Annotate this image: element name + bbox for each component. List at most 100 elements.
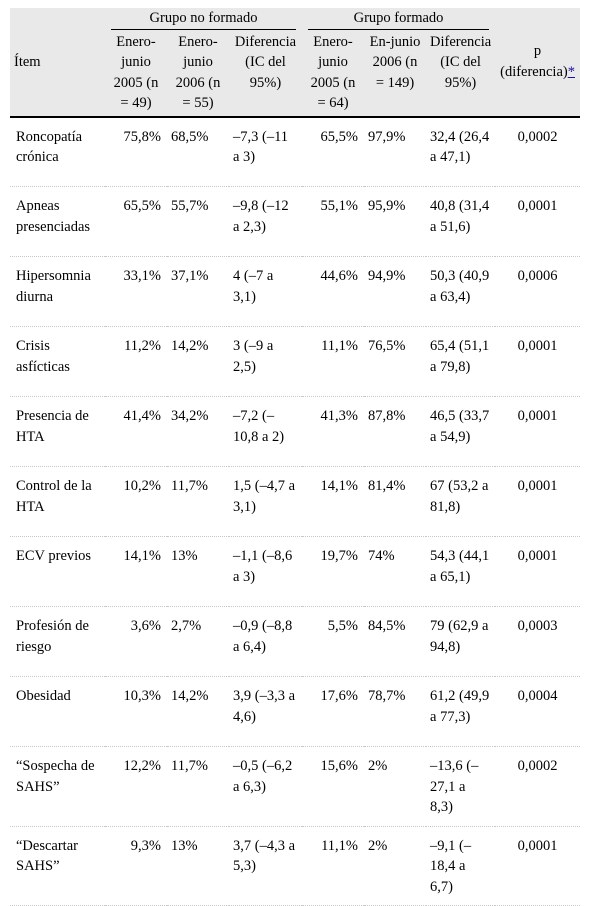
value-cell: 68,5%	[167, 116, 229, 187]
value-cell: 15,6%	[302, 746, 365, 827]
difference-cell: 54,3 (44,1 a 65,1)	[426, 536, 496, 607]
difference-cell: –1,1 (–8,6 a 3)	[229, 536, 303, 607]
value-cell: 87,8%	[364, 396, 427, 467]
value-cell: 34,2%	[167, 396, 229, 467]
value-cell: 55,1%	[302, 186, 365, 257]
p-value-cell: 0,0004	[495, 676, 581, 747]
p-value-cell: 0,0006	[495, 256, 581, 327]
difference-cell: 61,2 (49,9 a 77,3)	[426, 676, 496, 747]
untrained-group-label: Grupo no formado	[111, 8, 297, 30]
table-header: Ítem Grupo no formado Grupo formado p (d…	[10, 8, 581, 118]
value-cell: 14,2%	[167, 326, 229, 397]
table-body: Roncopatía crónica 75,8% 68,5% –7,3 (–11 a …	[10, 116, 581, 906]
value-cell: 2%	[364, 746, 427, 827]
difference-cell: 67 (53,2 a 81,8)	[426, 466, 496, 537]
value-cell: 12,2%	[105, 746, 167, 827]
value-cell: 10,2%	[105, 466, 167, 537]
value-cell: 84,5%	[364, 606, 427, 677]
item-cell: Presencia de HTA	[10, 396, 105, 467]
value-cell: 10,3%	[105, 676, 167, 747]
table-row: Control de la HTA 10,2% 11,7% 1,5 (–4,7 a 3…	[10, 466, 581, 537]
item-cell: Crisis asfícticas	[10, 326, 105, 397]
value-cell: 2%	[364, 826, 427, 906]
value-cell: 75,8%	[105, 116, 167, 187]
difference-cell: 4 (–7 a 3,1)	[229, 256, 303, 327]
value-cell: 76,5%	[364, 326, 427, 397]
difference-cell: 40,8 (31,4 a 51,6)	[426, 186, 496, 257]
table-row: “Descartar SAHS” 9,3% 13% 3,7 (–4,3 a 5,3) 1…	[10, 826, 581, 906]
trained-group-header: Grupo formado	[302, 8, 496, 30]
value-cell: 41,3%	[302, 396, 365, 467]
trained-group-label: Grupo formado	[308, 8, 490, 30]
value-cell: 14,1%	[302, 466, 365, 537]
difference-cell: 1,5 (–4,7 a 3,1)	[229, 466, 303, 537]
value-cell: 55,7%	[167, 186, 229, 257]
item-cell: Hipersomnia diurna	[10, 256, 105, 327]
value-cell: 13%	[167, 826, 229, 906]
item-cell: Control de la HTA	[10, 466, 105, 537]
item-cell: Obesidad	[10, 676, 105, 747]
value-cell: 5,5%	[302, 606, 365, 677]
p-value-cell: 0,0001	[495, 536, 581, 607]
value-cell: 74%	[364, 536, 427, 607]
difference-cell: –9,8 (–12 a 2,3)	[229, 186, 303, 257]
value-cell: 11,7%	[167, 466, 229, 537]
table-row: Apneas presenciadas 65,5% 55,7% –9,8 (–12 a…	[10, 186, 581, 257]
item-cell: “Sospecha de SAHS”	[10, 746, 105, 827]
p-value-column-header: p (diferencia)*	[495, 8, 581, 118]
difference-cell: –13,6 (–27,1 a 8,3)	[426, 746, 496, 827]
data-table: Ítem Grupo no formado Grupo formado p (d…	[10, 8, 581, 906]
value-cell: 11,1%	[302, 326, 365, 397]
untrained-group-header: Grupo no formado	[105, 8, 303, 30]
p-value-cell: 0,0001	[495, 186, 581, 257]
value-cell: 65,5%	[105, 186, 167, 257]
difference-cell: 3,9 (–3,3 a 4,6)	[229, 676, 303, 747]
value-cell: 97,9%	[364, 116, 427, 187]
value-cell: 95,9%	[364, 186, 427, 257]
item-cell: Roncopatía crónica	[10, 116, 105, 187]
difference-cell: 50,3 (40,9 a 63,4)	[426, 256, 496, 327]
value-cell: 11,7%	[167, 746, 229, 827]
item-cell: Profesión de riesgo	[10, 606, 105, 677]
difference-cell: 46,5 (33,7 a 54,9)	[426, 396, 496, 467]
value-cell: 13%	[167, 536, 229, 607]
value-cell: 9,3%	[105, 826, 167, 906]
value-cell: 65,5%	[302, 116, 365, 187]
value-cell: 37,1%	[167, 256, 229, 327]
difference-cell: –9,1 (–18,4 a 6,7)	[426, 826, 496, 906]
table-row: Hipersomnia diurna 33,1% 37,1% 4 (–7 a 3,1)…	[10, 256, 581, 327]
p-value-cell: 0,0001	[495, 466, 581, 537]
difference-cell: 3 (–9 a 2,5)	[229, 326, 303, 397]
table-row: Crisis asfícticas 11,2% 14,2% 3 (–9 a 2,5) 1…	[10, 326, 581, 397]
value-cell: 14,1%	[105, 536, 167, 607]
column-header: Enero-junio 2005 (n = 64)	[302, 29, 365, 118]
value-cell: 17,6%	[302, 676, 365, 747]
value-cell: 33,1%	[105, 256, 167, 327]
column-header: Diferencia (IC del 95%)	[229, 29, 303, 118]
value-cell: 14,2%	[167, 676, 229, 747]
column-header: Enero-junio 2006 (n = 55)	[167, 29, 229, 118]
table-row: Roncopatía crónica 75,8% 68,5% –7,3 (–11 a …	[10, 116, 581, 187]
column-header: En-junio 2006 (n = 149)	[364, 29, 427, 118]
value-cell: 78,7%	[364, 676, 427, 747]
difference-cell: –7,3 (–11 a 3)	[229, 116, 303, 187]
value-cell: 19,7%	[302, 536, 365, 607]
column-header: Diferencia (IC del 95%)	[426, 29, 496, 118]
p-value-cell: 0,0001	[495, 396, 581, 467]
table-row: Obesidad 10,3% 14,2% 3,9 (–3,3 a 4,6) 17,6% 7…	[10, 676, 581, 747]
difference-cell: 65,4 (51,1 a 79,8)	[426, 326, 496, 397]
p-value-cell: 0,0002	[495, 746, 581, 827]
value-cell: 81,4%	[364, 466, 427, 537]
p-value-cell: 0,0002	[495, 116, 581, 187]
p-value-cell: 0,0003	[495, 606, 581, 677]
value-cell: 3,6%	[105, 606, 167, 677]
table-row: “Sospecha de SAHS” 12,2% 11,7% –0,5 (–6,2 a…	[10, 746, 581, 827]
value-cell: 2,7%	[167, 606, 229, 677]
value-cell: 94,9%	[364, 256, 427, 327]
footnote-link[interactable]: *	[567, 63, 575, 80]
difference-cell: –0,9 (–8,8 a 6,4)	[229, 606, 303, 677]
value-cell: 41,4%	[105, 396, 167, 467]
difference-cell: –0,5 (–6,2 a 6,3)	[229, 746, 303, 827]
difference-cell: –7,2 (–10,8 a 2)	[229, 396, 303, 467]
value-cell: 11,1%	[302, 826, 365, 906]
